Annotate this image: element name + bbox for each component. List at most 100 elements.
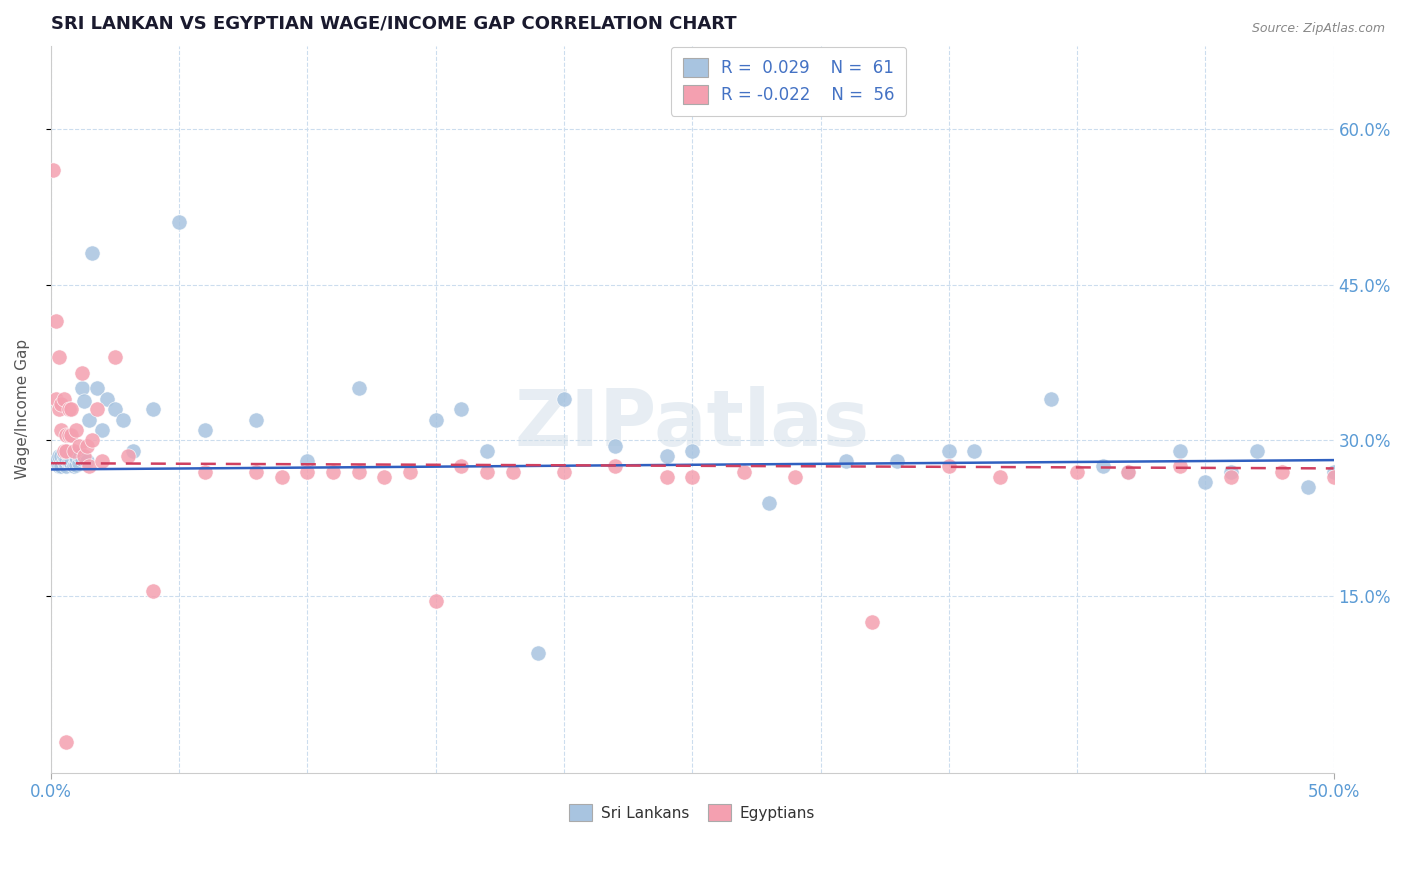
Point [1118,465,1140,479]
Point [1066,465,1088,479]
Point [450,459,472,474]
Point [553,465,575,479]
Point [86,381,108,395]
Point [55,459,77,474]
Point [475,443,498,458]
Point [347,381,370,395]
Point [1246,443,1268,458]
Point [938,443,960,458]
Point [1323,469,1346,483]
Point [49,423,72,437]
Point [1091,459,1114,474]
Point [79,459,101,474]
Point [399,465,422,479]
Point [80,246,103,260]
Point [67,439,90,453]
Point [1118,465,1140,479]
Point [122,443,145,458]
Point [270,469,292,483]
Point [450,402,472,417]
Point [245,412,267,426]
Point [117,449,139,463]
Point [58,454,80,468]
Y-axis label: Wage/Income Gap: Wage/Income Gap [15,339,30,479]
Point [70,366,93,380]
Point [55,452,77,467]
Point [58,402,80,417]
Point [1296,480,1319,494]
Point [49,397,72,411]
Point [42,163,65,178]
Point [758,496,780,510]
Point [860,615,883,629]
Text: ZIPatlas: ZIPatlas [515,385,870,462]
Point [60,452,83,467]
Point [104,351,127,365]
Point [425,412,447,426]
Point [733,465,755,479]
Point [681,469,703,483]
Point [76,454,98,468]
Point [104,402,127,417]
Point [48,351,70,365]
Point [60,402,83,417]
Point [245,465,267,479]
Point [1220,465,1243,479]
Point [65,454,87,468]
Point [605,439,627,453]
Point [60,428,83,442]
Point [65,450,87,464]
Point [1168,443,1191,458]
Point [142,584,165,599]
Point [886,454,908,468]
Point [1040,392,1063,406]
Point [60,456,83,470]
Point [938,459,960,474]
Point [73,393,96,408]
Point [194,423,217,437]
Point [1194,475,1216,489]
Point [52,443,75,458]
Point [48,459,70,474]
Legend: Sri Lankans, Egyptians: Sri Lankans, Egyptians [562,798,821,827]
Point [73,449,96,463]
Point [65,458,87,473]
Point [86,402,108,417]
Point [52,454,75,468]
Point [63,446,86,460]
Point [49,449,72,463]
Point [55,734,77,748]
Point [655,449,678,463]
Point [605,459,627,474]
Point [79,412,101,426]
Point [963,443,986,458]
Point [67,448,90,462]
Text: Source: ZipAtlas.com: Source: ZipAtlas.com [1251,22,1385,36]
Point [347,465,370,479]
Point [1323,465,1346,479]
Point [1271,465,1294,479]
Point [96,392,118,406]
Point [52,392,75,406]
Point [988,469,1011,483]
Point [194,465,217,479]
Point [297,454,319,468]
Point [49,459,72,474]
Point [681,443,703,458]
Point [52,449,75,463]
Point [67,456,90,470]
Point [167,215,190,229]
Point [297,465,319,479]
Point [76,439,98,453]
Point [835,454,858,468]
Point [142,402,165,417]
Point [58,428,80,442]
Point [45,314,67,328]
Point [45,454,67,468]
Point [55,443,77,458]
Point [80,434,103,448]
Point [48,449,70,463]
Point [63,459,86,474]
Point [322,465,344,479]
Point [502,465,524,479]
